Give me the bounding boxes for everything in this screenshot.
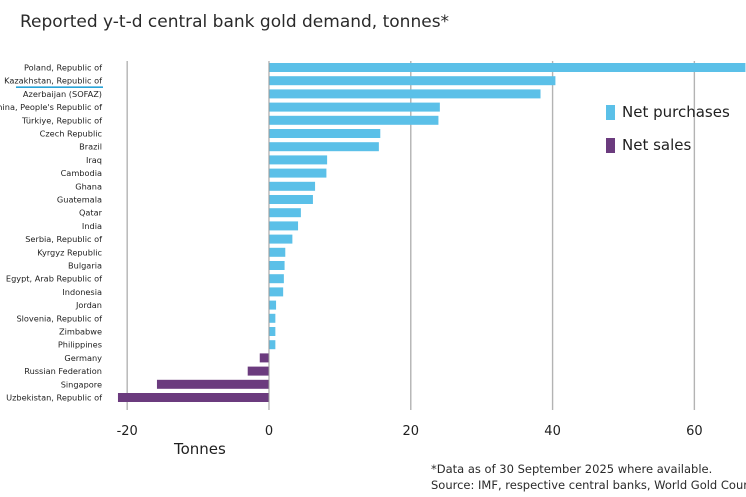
- bars: [117, 63, 746, 402]
- bar-zimbabwe: [268, 327, 276, 336]
- legend-label-net-purchases: Net purchases: [622, 103, 730, 121]
- category-label-kyrgyz-republic: Kyrgyz Republic: [37, 247, 102, 257]
- category-label-azerbaijan-sofaz: Azerbaijan (SOFAZ): [23, 89, 102, 99]
- bar-indonesia: [268, 287, 284, 297]
- x-tick-label: -20: [117, 424, 138, 439]
- category-label-egypt-arab-republic-of: Egypt, Arab Republic of: [6, 274, 103, 284]
- category-label-t-rkiye-republic-of: Türkiye, Republic of: [21, 115, 103, 125]
- category-label-cambodia: Cambodia: [61, 168, 102, 178]
- bar-poland-republic-of: [268, 63, 746, 72]
- category-label-serbia-republic-of: Serbia, Republic of: [25, 234, 103, 244]
- gridlines: [126, 61, 696, 410]
- category-label-guatemala: Guatemala: [57, 195, 102, 205]
- x-tick-labels: -20 0 20 40 60: [117, 424, 703, 439]
- category-label-slovenia-republic-of: Slovenia, Republic of: [16, 313, 103, 323]
- x-tick-label: 20: [403, 424, 420, 439]
- bar-russian-federation: [247, 366, 269, 376]
- category-label-indonesia: Indonesia: [62, 287, 102, 297]
- category-labels: Poland, Republic of Kazakhstan, Republic …: [0, 63, 103, 403]
- x-axis-label: Tonnes: [174, 440, 226, 458]
- bar-philippines: [268, 340, 276, 350]
- category-label-ghana: Ghana: [75, 181, 102, 191]
- bar-uzbekistan-republic-of: [117, 393, 269, 402]
- bar-india: [268, 221, 299, 231]
- category-label-russian-federation: Russian Federation: [24, 366, 102, 376]
- legend-swatch-net-purchases: [606, 104, 615, 120]
- category-label-china-people-s-republic-of: China, People's Republic of: [0, 102, 103, 112]
- chart-title: Reported y-t-d central bank gold demand,…: [20, 12, 450, 32]
- category-label-india: India: [82, 221, 102, 231]
- bar-cambodia: [268, 168, 327, 178]
- category-label-bulgaria: Bulgaria: [68, 261, 102, 271]
- x-tick-label: 60: [686, 424, 703, 439]
- bar-singapore: [156, 379, 269, 389]
- category-label-czech-republic: Czech Republic: [40, 129, 102, 139]
- bar-serbia-republic-of: [268, 234, 293, 244]
- footnote-source: Source: IMF, respective central banks, W…: [431, 478, 746, 492]
- bar-qatar: [268, 208, 301, 218]
- footnote: *Data as of 30 September 2025 where avai…: [431, 461, 746, 493]
- legend-item-net-sales: Net sales: [606, 135, 730, 155]
- bar-egypt-arab-republic-of: [268, 274, 284, 284]
- bar-slovenia-republic-of: [268, 313, 276, 323]
- category-label-kazakhstan-republic-of: Kazakhstan, Republic of: [4, 76, 103, 86]
- category-label-brazil: Brazil: [79, 142, 102, 152]
- category-label-philippines: Philippines: [58, 340, 102, 350]
- bar-iraq: [268, 155, 328, 165]
- bar-ghana: [268, 181, 316, 191]
- legend-label-net-sales: Net sales: [622, 136, 692, 154]
- category-label-zimbabwe: Zimbabwe: [59, 327, 102, 337]
- bar-guatemala: [268, 195, 313, 204]
- bar-t-rkiye-republic-of: [268, 115, 439, 125]
- x-tick-label: 0: [265, 424, 273, 439]
- category-label-poland-republic-of: Poland, Republic of: [24, 63, 103, 73]
- bar-azerbaijan-sofaz: [268, 89, 541, 99]
- bar-kazakhstan-republic-of: [268, 76, 556, 86]
- bar-czech-republic: [268, 129, 381, 138]
- bar-brazil: [268, 142, 379, 152]
- category-label-qatar: Qatar: [79, 208, 103, 218]
- legend-item-net-purchases: Net purchases: [606, 102, 730, 122]
- bar-jordan: [268, 300, 277, 310]
- category-label-germany: Germany: [64, 353, 102, 363]
- category-label-iraq: Iraq: [86, 155, 102, 165]
- category-label-jordan: Jordan: [75, 300, 102, 310]
- bar-china-people-s-republic-of: [268, 102, 440, 112]
- category-label-uzbekistan-republic-of: Uzbekistan, Republic of: [6, 393, 103, 403]
- bar-bulgaria: [268, 261, 285, 270]
- footnote-data-note: *Data as of 30 September 2025 where avai…: [431, 462, 713, 476]
- category-label-singapore: Singapore: [61, 379, 102, 389]
- bar-kyrgyz-republic: [268, 247, 286, 257]
- legend: Net purchases Net sales: [606, 102, 730, 168]
- bar-germany: [259, 353, 269, 363]
- legend-swatch-net-sales: [606, 137, 615, 153]
- x-tick-label: 40: [544, 424, 561, 439]
